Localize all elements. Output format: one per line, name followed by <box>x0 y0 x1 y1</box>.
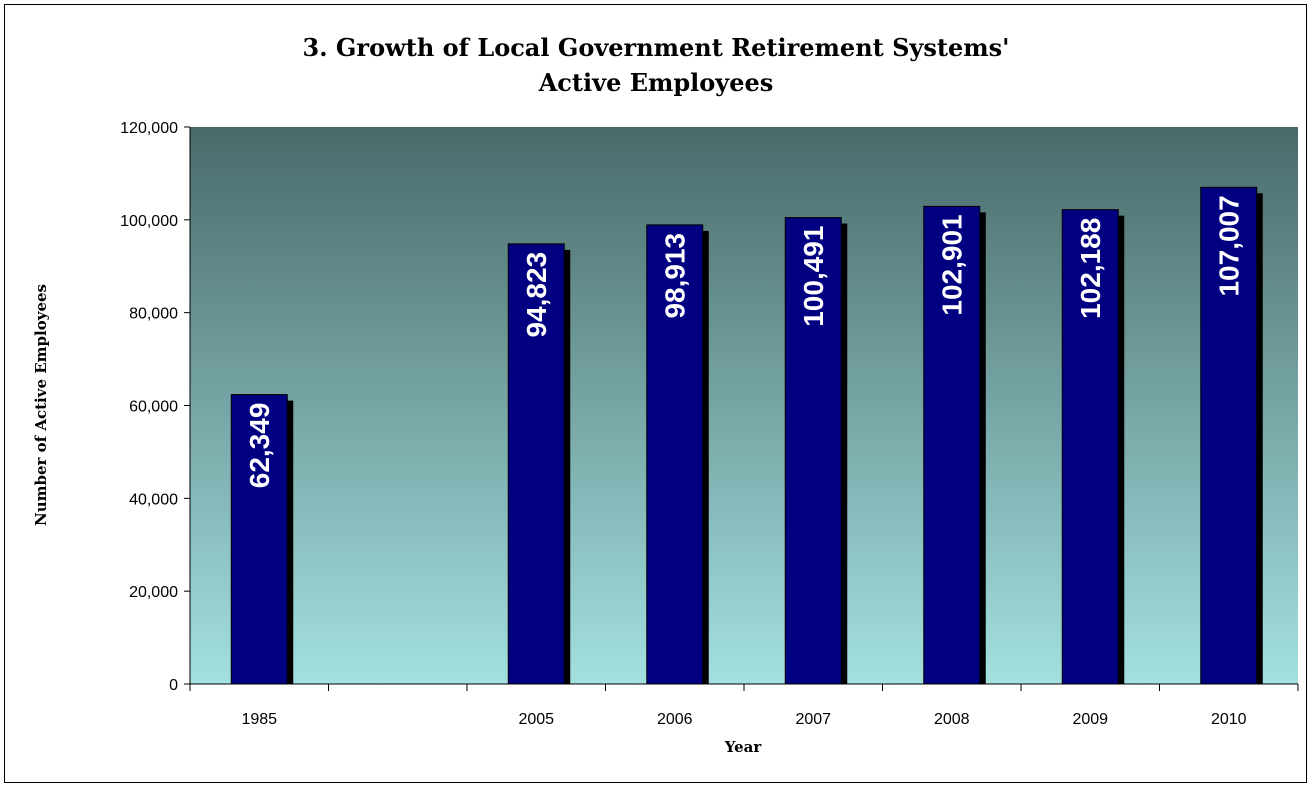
y-tick-label: 80,000 <box>129 306 178 323</box>
x-tick-label: 2009 <box>1072 711 1108 728</box>
bar-2008 <box>923 205 981 685</box>
bar-2010 <box>1200 186 1258 685</box>
y-tick-label: 0 <box>169 677 178 694</box>
data-label-2009: 102,188 <box>1075 218 1106 319</box>
y-axis-title: Number of Active Employees <box>32 284 50 526</box>
x-tick-label: 1985 <box>241 711 277 728</box>
data-label-2010: 107,007 <box>1214 195 1245 296</box>
x-tick-label: 2005 <box>518 711 554 728</box>
chart-title-line-2: Active Employees <box>538 68 774 97</box>
bar-series: 62,349 94,823 98,913 100,491 102,901 102,188 1… <box>230 186 1263 685</box>
x-axis-title: Year <box>724 738 763 756</box>
x-tick-label: 2007 <box>795 711 831 728</box>
y-tick-label: 100,000 <box>120 213 178 230</box>
bar-2005 <box>507 243 565 685</box>
data-label-2007: 100,491 <box>798 226 829 327</box>
data-label-2008: 102,901 <box>937 214 968 315</box>
data-label-2005: 94,823 <box>521 252 552 338</box>
bar-2006 <box>646 224 704 685</box>
chart-title-line-1: 3. Growth of Local Government Retirement… <box>303 33 1010 62</box>
data-label-2006: 98,913 <box>660 233 691 319</box>
data-label-1985: 62,349 <box>244 403 275 489</box>
bar-2007 <box>784 217 842 685</box>
bar-2009 <box>1061 209 1119 685</box>
bar-1985 <box>230 394 288 685</box>
y-tick-label: 40,000 <box>129 491 178 508</box>
x-tick-label: 2010 <box>1211 711 1247 728</box>
y-tick-label: 120,000 <box>120 120 178 137</box>
x-axis: 1985 2005 2006 2007 2008 2009 2010 <box>189 683 1299 728</box>
y-tick-label: 20,000 <box>129 584 178 601</box>
y-tick-label: 60,000 <box>129 399 178 416</box>
y-axis: 0 20,000 40,000 60,000 80,000 100,000 120,000 <box>120 120 191 694</box>
x-tick-label: 2008 <box>934 711 970 728</box>
plot-area <box>190 127 1298 684</box>
x-tick-label: 2006 <box>657 711 693 728</box>
